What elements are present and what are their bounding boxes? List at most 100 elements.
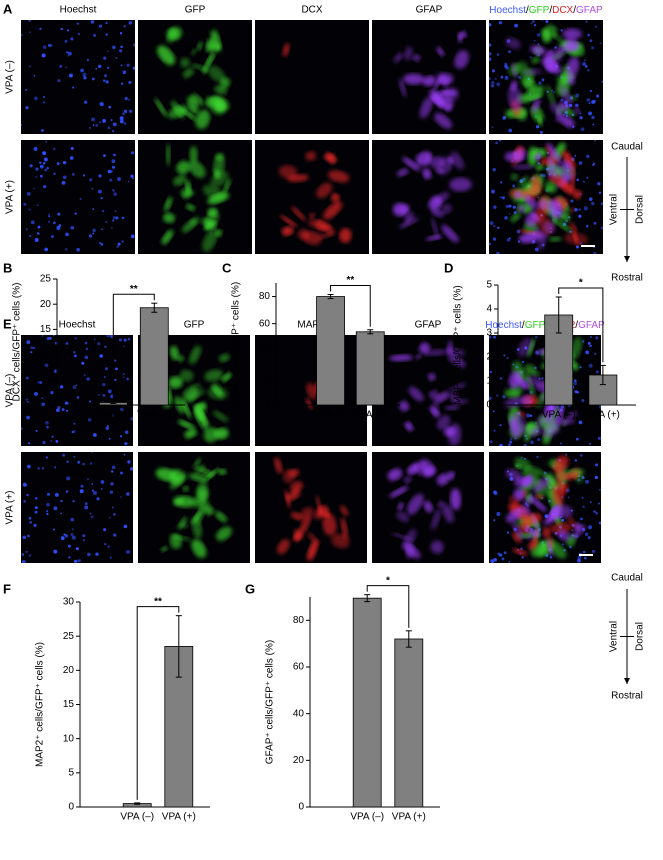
nucleus [587, 69, 590, 72]
nucleus [584, 556, 587, 560]
process [434, 112, 453, 129]
signal [155, 457, 232, 558]
nucleus [127, 338, 131, 341]
nucleus [102, 209, 105, 213]
process [445, 347, 465, 356]
process [518, 232, 542, 244]
process [305, 398, 313, 410]
y-tick-label: 20 [40, 299, 52, 310]
nucleus [575, 245, 580, 249]
process [173, 175, 187, 186]
process [436, 415, 451, 431]
nucleus [107, 389, 112, 394]
nucleus [491, 69, 496, 73]
nucleus [84, 100, 88, 104]
process [212, 410, 229, 422]
nucleus [112, 219, 115, 222]
nucleus [121, 240, 124, 243]
process [522, 475, 534, 487]
micrograph [255, 452, 367, 563]
process [189, 345, 202, 365]
nucleus [48, 215, 51, 218]
micrograph [255, 20, 369, 134]
merge-part: GFP [525, 320, 546, 331]
process [523, 194, 539, 210]
nucleus [489, 77, 491, 81]
error-bar [555, 296, 562, 334]
y-tick-label: 5 [68, 767, 74, 778]
nucleus [80, 484, 84, 488]
process [188, 473, 208, 482]
process [154, 98, 168, 117]
nucleus [70, 517, 75, 522]
nucleus [66, 51, 69, 54]
nucleus [90, 452, 93, 453]
nucleus [73, 559, 78, 563]
process [207, 65, 226, 83]
nucleus [37, 225, 41, 229]
nucleus [91, 483, 94, 486]
nucleus [105, 367, 109, 371]
merge-part: / [526, 5, 529, 16]
nucleus [508, 128, 513, 133]
nucleus [27, 534, 30, 538]
process [332, 192, 340, 199]
significance-label: ** [154, 596, 162, 607]
nucleus [103, 154, 106, 157]
nucleus [105, 21, 108, 25]
nucleus [76, 22, 79, 25]
nucleus [522, 360, 525, 363]
nucleus [109, 335, 114, 339]
nucleus [589, 501, 592, 504]
nucleus [506, 531, 510, 534]
nucleus [41, 397, 44, 400]
nucleus [128, 80, 132, 84]
nucleus [89, 178, 93, 182]
nucleus [115, 216, 119, 220]
process [507, 86, 523, 111]
nucleus [106, 335, 110, 338]
nucleus [526, 413, 530, 418]
process [412, 54, 421, 62]
error-bar [364, 594, 371, 603]
y-tick-label: 60 [293, 662, 305, 673]
process [219, 77, 231, 89]
nucleus [34, 510, 38, 514]
nucleus [530, 440, 534, 445]
nucleus [593, 510, 596, 513]
nucleus [509, 440, 513, 444]
nucleus [34, 392, 38, 396]
process [450, 488, 462, 511]
nucleus [117, 177, 121, 181]
nucleus [99, 354, 103, 358]
process [288, 468, 300, 477]
nucleus [84, 341, 88, 345]
process [399, 204, 411, 215]
error-bar [151, 302, 158, 313]
process [404, 212, 414, 222]
y-tick-label: 20 [293, 755, 305, 766]
nucleus [119, 116, 124, 121]
nucleus [119, 495, 122, 498]
nucleus [560, 98, 564, 102]
nucleus [72, 430, 76, 433]
micrograph [138, 452, 250, 563]
process [555, 109, 563, 122]
nucleus [50, 440, 52, 442]
nucleus [490, 80, 495, 85]
nucleus [578, 161, 583, 165]
process [516, 376, 529, 390]
nucleus [593, 221, 597, 225]
process [454, 50, 469, 69]
process [442, 504, 454, 523]
nucleus [580, 127, 585, 132]
process [221, 372, 232, 382]
process [168, 376, 183, 389]
significance-bracket [558, 287, 604, 363]
nucleus [521, 556, 524, 559]
nucleus [60, 536, 65, 541]
process [402, 529, 417, 549]
nucleus [103, 528, 107, 532]
process [524, 78, 536, 91]
process [157, 45, 175, 65]
